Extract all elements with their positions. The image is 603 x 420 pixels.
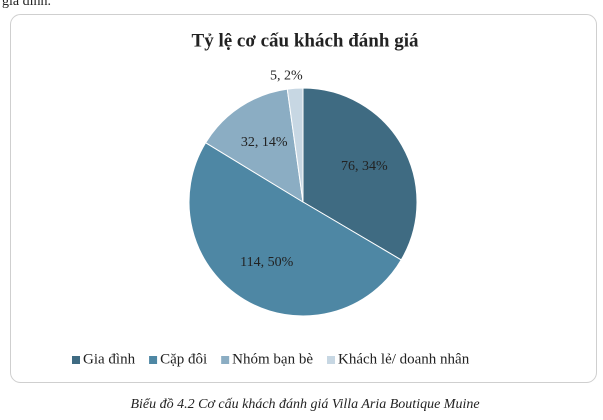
data-label: 76, 34%: [341, 159, 388, 174]
caption: Biểu đồ 4.2 Cơ cấu khách đánh giá Villa …: [130, 397, 479, 412]
legend: Gia đình Cặp đôi Nhóm bạn bè Khách lẻ/ doan…: [72, 351, 470, 367]
legend-label: Gia đình: [83, 351, 136, 367]
data-label: 114, 50%: [240, 255, 293, 270]
pie: 76, 34% 114, 50% 32, 14% 5, 2%: [188, 69, 418, 317]
legend-swatch: [72, 356, 80, 364]
top-text: gia đình.: [2, 0, 51, 9]
legend-label: Khách lẻ/ doanh nhân: [338, 351, 470, 367]
legend-swatch: [149, 356, 158, 364]
legend-label: Cặp đôi: [160, 351, 207, 367]
chart-title: Tỷ lệ cơ cấu khách đánh giá: [192, 30, 419, 51]
pie-slice: [302, 87, 418, 261]
legend-swatch: [221, 356, 230, 364]
pie-slice: [188, 142, 402, 317]
data-label: 5, 2%: [270, 69, 303, 84]
pie-slice: [204, 88, 304, 203]
data-label: 32, 14%: [241, 135, 288, 150]
legend-label: Nhóm bạn bè: [232, 351, 313, 367]
legend-swatch: [327, 356, 335, 364]
pie-slice: [286, 87, 304, 203]
